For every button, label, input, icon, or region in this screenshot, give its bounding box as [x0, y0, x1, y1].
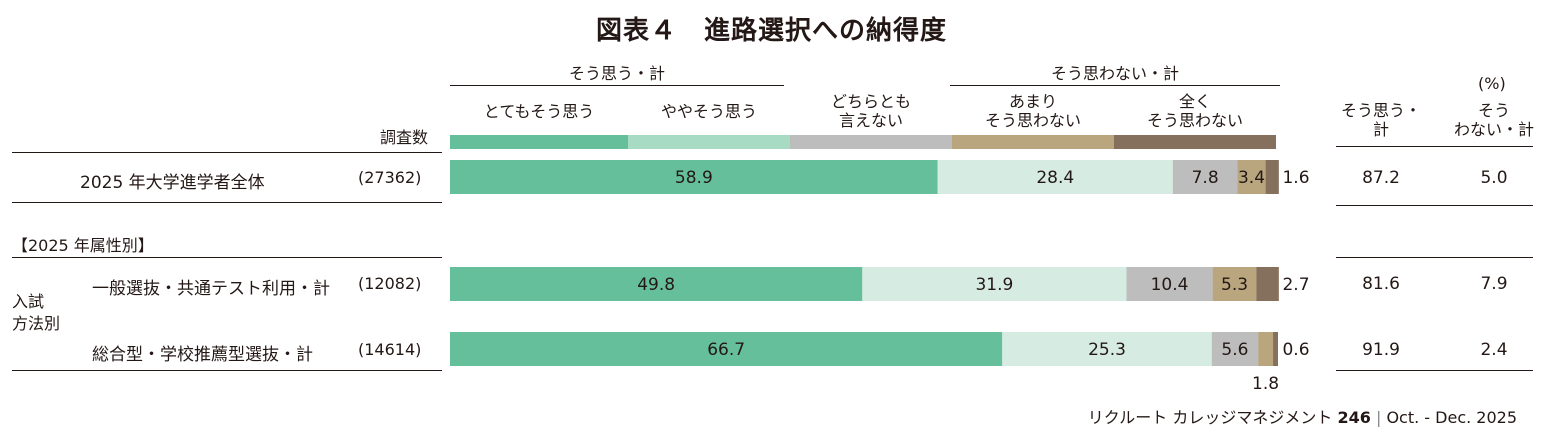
section-label: 【2025 年属性別】	[12, 236, 154, 255]
group-line-disagree	[950, 85, 1280, 86]
row-n-general: (12082)	[358, 274, 422, 293]
bar-general-strongly-disagree	[1256, 267, 1279, 301]
group-label-disagree: そう思わない・計	[1050, 64, 1179, 83]
agree-total-comprehensive: 91.9	[1362, 340, 1400, 360]
col-header-agree-total: そう思う・ 計	[1340, 101, 1421, 139]
unit-label: (%)	[1478, 74, 1506, 93]
disagree-total-general: 7.9	[1480, 274, 1508, 294]
bar-label-comprehensive-somewhat-agree: 25.3	[1088, 340, 1126, 360]
legend-swatch-very-agree	[450, 135, 628, 149]
rule-bottom-left	[12, 370, 442, 371]
rule-mid-left	[12, 202, 442, 203]
disagree-total-overall: 5.0	[1480, 168, 1508, 188]
legend-label-somewhat-disagree: あまり そう思わない	[984, 92, 1081, 130]
legend-swatch-somewhat-agree	[628, 135, 790, 149]
row-label-general: 一般選抜・共通テスト利用・計	[92, 279, 330, 299]
bar-overall-neutral	[1172, 160, 1238, 194]
group-line-agree	[450, 85, 784, 86]
legend-label-neutral: どちらとも 言えない	[830, 92, 911, 130]
row-label-overall: 2025 年大学進学者全体	[80, 173, 265, 193]
legend-label-strongly-disagree: 全く そう思わない	[1146, 92, 1243, 130]
row-n-comprehensive: (14614)	[358, 340, 422, 359]
bar-general-very-agree	[450, 267, 863, 301]
agree-total-general: 81.6	[1362, 274, 1400, 294]
bar-comprehensive-strongly-disagree	[1273, 332, 1278, 366]
bar-label-comprehensive-very-agree: 66.7	[707, 340, 745, 360]
rule-top-left	[12, 152, 442, 153]
rule-mid-right	[1336, 205, 1533, 206]
rule-top-right	[1336, 146, 1533, 147]
bar-label-general-neutral: 10.4	[1151, 275, 1189, 295]
bar-general-neutral	[1126, 267, 1213, 301]
bar-comprehensive-very-agree	[450, 332, 1003, 366]
bar-overall-somewhat-agree	[937, 160, 1173, 194]
row-n-overall: (27362)	[358, 168, 422, 187]
legend-swatch-strongly-disagree	[1114, 135, 1276, 149]
bar-overall-somewhat-disagree	[1237, 160, 1266, 194]
row-label-comprehensive: 総合型・学校推薦型選抜・計	[92, 345, 313, 365]
bar-overall-very-agree	[450, 160, 938, 194]
disagree-total-comprehensive: 2.4	[1480, 340, 1508, 360]
bar-label-comprehensive-strongly-disagree: 0.6	[1282, 340, 1309, 360]
bar-label-general-somewhat-agree: 31.9	[975, 275, 1013, 295]
group-label-agree: そう思う・計	[568, 64, 665, 83]
bar-label-comprehensive-neutral: 5.6	[1221, 340, 1248, 360]
bar-label-overall-strongly-disagree: 1.6	[1282, 168, 1309, 188]
bar-label-general-strongly-disagree: 2.7	[1282, 275, 1309, 295]
footer: リクルート カレッジマネジメント 246 | Oct. - Dec. 2025	[1088, 404, 1517, 428]
legend-label-very-agree: とてもそう思う	[483, 102, 595, 121]
agree-total-overall: 87.2	[1362, 168, 1400, 188]
bar-label-comprehensive-somewhat-disagree: 1.8	[1252, 374, 1279, 394]
bar-label-overall-somewhat-agree: 28.4	[1036, 168, 1074, 188]
bar-label-general-somewhat-disagree: 5.3	[1221, 275, 1248, 295]
side-label: 入試 方法別	[12, 292, 61, 333]
footer-brand: リクルート カレッジマネジメント	[1087, 408, 1333, 427]
bar-comprehensive-somewhat-disagree	[1258, 332, 1274, 366]
bar-label-general-very-agree: 49.8	[637, 275, 675, 295]
bar-comprehensive-somewhat-agree	[1002, 332, 1212, 366]
bar-general-somewhat-agree	[862, 267, 1127, 301]
legend-swatch-neutral	[790, 135, 952, 149]
n-header: 調査数	[380, 128, 429, 147]
bar-general-somewhat-disagree	[1212, 267, 1257, 301]
bar-overall-strongly-disagree	[1265, 160, 1279, 194]
footer-issue: 246	[1337, 408, 1371, 427]
bar-label-overall-very-agree: 58.9	[675, 168, 713, 188]
bar-comprehensive-neutral	[1211, 332, 1259, 366]
bar-label-overall-neutral: 7.8	[1192, 168, 1219, 188]
rule-section-left	[12, 257, 442, 258]
chart-title: 図表４ 進路選択への納得度	[595, 16, 947, 46]
footer-date: Oct. - Dec. 2025	[1386, 408, 1517, 427]
rule-bottom-right	[1336, 370, 1533, 371]
legend-label-somewhat-agree: ややそう思う	[660, 102, 757, 121]
legend-swatch-somewhat-disagree	[952, 135, 1114, 149]
footer-separator: |	[1375, 408, 1382, 427]
rule-section-right	[1336, 257, 1533, 258]
bar-label-overall-somewhat-disagree: 3.4	[1238, 168, 1265, 188]
col-header-disagree-total: そう わない・計	[1453, 101, 1534, 139]
